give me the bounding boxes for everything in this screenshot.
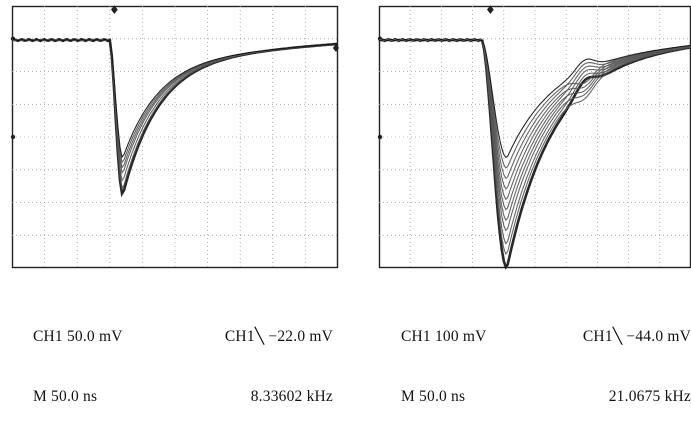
- oscilloscope-screen-left: ♦ ♦: [10, 3, 341, 269]
- waveform-trace: [11, 38, 339, 159]
- end-marker: ♦: [331, 42, 341, 55]
- falling-edge-icon: ╲: [612, 328, 623, 345]
- waveform-plot-left: ♦♦: [10, 3, 341, 269]
- frequency-right: 21.0675 kHz: [608, 388, 691, 405]
- ground-level-marker: [10, 134, 16, 140]
- oscilloscope-screen-right: ♦: [377, 3, 691, 270]
- readout-right: CH1 100 mV CH1╲ −44.0 mV M 50.0 ns 21.06…: [401, 287, 691, 427]
- waveform-trace: [378, 38, 691, 159]
- trigger-channel-right: CH1: [582, 328, 613, 345]
- trigger-position-marker: ♦: [109, 3, 120, 17]
- trigger-readout-right: CH1╲ −44.0 mV: [583, 327, 691, 347]
- timebase-left: M 50.0 ns: [33, 388, 98, 405]
- ground-level-marker: [377, 134, 383, 140]
- timebase-right: M 50.0 ns: [401, 388, 466, 405]
- frequency-left: 8.33602 kHz: [250, 388, 333, 405]
- waveform-traces: [11, 37, 339, 198]
- falling-edge-icon: ╲: [254, 328, 265, 345]
- trigger-readout-left: CH1╲ −22.0 mV: [225, 327, 333, 347]
- trigger-position-marker: ♦: [485, 3, 496, 17]
- readout-left: CH1 50.0 mV CH1╲ −22.0 mV M 50.0 ns 8.33…: [33, 287, 333, 427]
- channel-scale-left: CH1 50.0 mV: [33, 328, 123, 345]
- waveform-plot-right: ♦: [377, 3, 691, 270]
- trigger-level-right: −44.0 mV: [626, 328, 691, 345]
- trigger-level-left: −22.0 mV: [268, 328, 333, 345]
- trigger-channel-left: CH1: [224, 328, 255, 345]
- channel-scale-right: CH1 100 mV: [401, 328, 487, 345]
- waveform-traces: [378, 37, 691, 270]
